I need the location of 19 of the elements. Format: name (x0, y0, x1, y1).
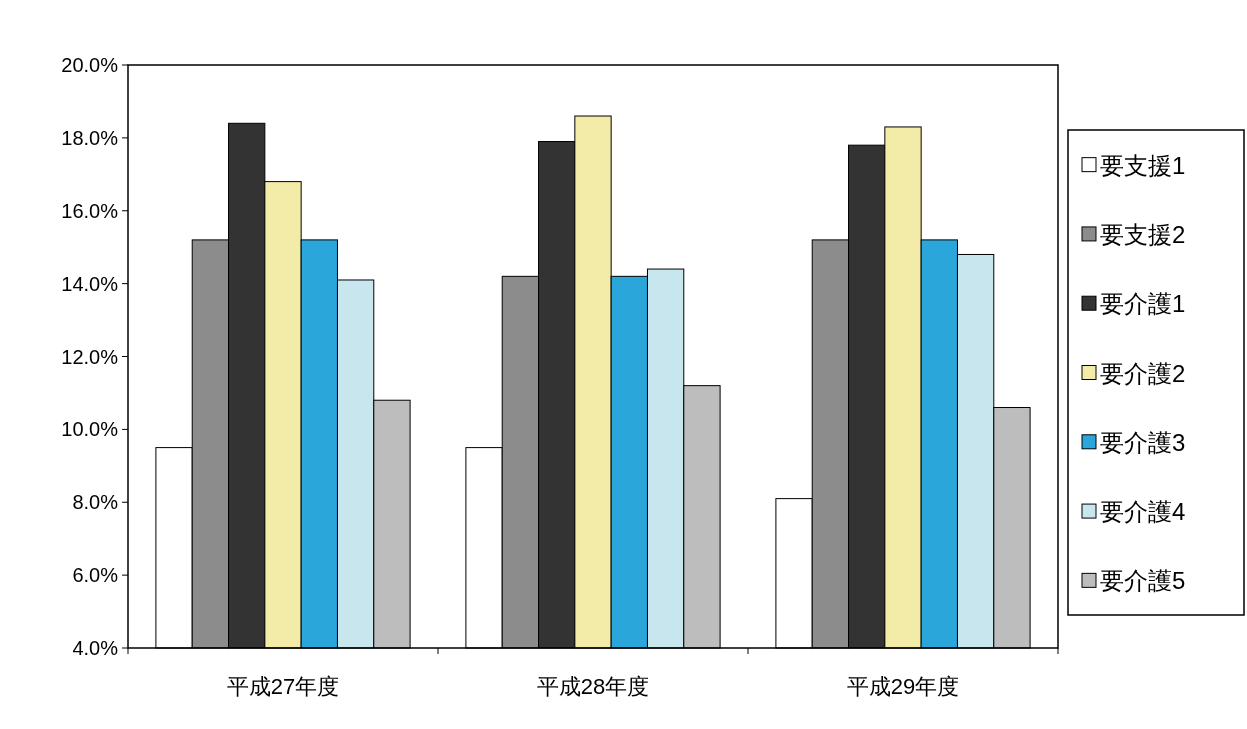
legend-label: 要介護5 (1100, 567, 1186, 595)
y-tick-label: 12.0% (61, 345, 119, 368)
y-tick-label: 4.0% (72, 637, 119, 659)
x-tick-label: 平成27年度 (226, 674, 340, 699)
legend-label: 要介護2 (1100, 359, 1186, 387)
legend-label: 要介護4 (1100, 498, 1186, 526)
y-tick-label: 18.0% (61, 126, 119, 149)
y-tick-label: 6.0% (72, 564, 119, 587)
y-tick-label: 20.0% (61, 54, 119, 76)
y-tick-label: 16.0% (61, 199, 119, 222)
x-tick-label: 平成29年度 (846, 674, 960, 699)
y-tick-label: 10.0% (61, 418, 119, 441)
y-tick-label: 8.0% (72, 491, 119, 514)
legend-label: 要介護1 (1100, 290, 1186, 318)
legend-label: 要介護3 (1100, 428, 1186, 456)
x-tick-label: 平成28年度 (536, 674, 650, 699)
legend-label: 要支援1 (1100, 151, 1186, 179)
y-tick-label: 14.0% (61, 272, 119, 295)
legend-label: 要支援2 (1100, 220, 1186, 248)
